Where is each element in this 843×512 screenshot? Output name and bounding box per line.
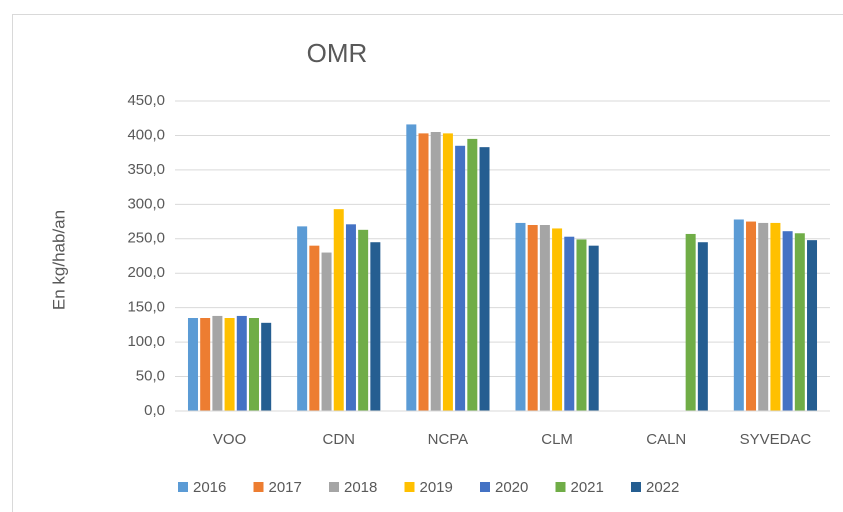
bar — [552, 228, 563, 411]
bar — [588, 245, 599, 411]
bar — [406, 124, 417, 411]
y-tick-label: 250,0 — [127, 230, 165, 247]
y-tick-label: 350,0 — [127, 161, 165, 178]
bar — [309, 245, 320, 411]
bar — [212, 315, 223, 411]
bar — [370, 242, 381, 411]
legend-swatch — [555, 482, 566, 492]
bar — [297, 226, 308, 411]
y-tick-label: 400,0 — [127, 126, 165, 143]
legend-swatch — [178, 482, 188, 492]
bar — [515, 222, 526, 411]
bar — [564, 236, 575, 411]
legend-label: 2016 — [193, 479, 226, 496]
bar — [733, 219, 744, 411]
y-tick-label: 0,0 — [144, 402, 165, 419]
legend-label: 2021 — [571, 479, 604, 496]
legend-label: 2022 — [646, 479, 679, 496]
bar — [770, 222, 781, 411]
legend-swatch — [253, 482, 264, 492]
x-tick-label: VOO — [213, 431, 246, 448]
bar — [224, 318, 235, 411]
bar — [685, 233, 696, 411]
bar — [321, 252, 332, 411]
y-tick-label: 100,0 — [127, 333, 165, 350]
bar — [479, 147, 490, 411]
legend-label: 2019 — [420, 479, 453, 496]
bar — [697, 242, 708, 411]
legend-label: 2020 — [495, 479, 528, 496]
bar — [418, 133, 429, 411]
legend-label: 2017 — [269, 479, 302, 496]
y-tick-label: 450,0 — [127, 92, 165, 109]
bar — [746, 221, 757, 411]
bar — [539, 225, 550, 411]
legend-swatch — [329, 482, 339, 492]
chart-title: OMR — [307, 38, 368, 68]
y-tick-label: 50,0 — [136, 368, 165, 385]
bar — [576, 239, 587, 411]
x-tick-label: NCPA — [428, 431, 469, 448]
bar — [430, 132, 441, 411]
bar — [358, 229, 369, 411]
y-axis-label: En kg/hab/an — [49, 210, 68, 310]
bar — [261, 322, 272, 411]
bar — [758, 222, 769, 411]
bar — [236, 315, 247, 411]
y-tick-label: 150,0 — [127, 299, 165, 316]
x-tick-label: CLM — [541, 431, 573, 448]
bar — [527, 225, 538, 411]
bar — [794, 233, 805, 411]
bar — [187, 318, 198, 411]
bar — [782, 231, 793, 411]
x-tick-label: CDN — [323, 431, 356, 448]
legend-swatch — [404, 482, 415, 492]
bar — [455, 145, 466, 411]
bar — [442, 133, 453, 411]
legend-swatch — [480, 482, 490, 492]
bar — [807, 240, 818, 411]
x-tick-label: CALN — [646, 431, 686, 448]
y-tick-label: 300,0 — [127, 195, 165, 212]
legend-swatch — [631, 482, 641, 492]
bar — [248, 318, 259, 411]
bar — [345, 224, 356, 411]
bar — [200, 318, 211, 411]
x-tick-label: SYVEDAC — [740, 431, 812, 448]
bar — [333, 209, 344, 411]
y-tick-label: 200,0 — [127, 264, 165, 281]
legend-label: 2018 — [344, 479, 377, 496]
bar — [467, 138, 478, 411]
